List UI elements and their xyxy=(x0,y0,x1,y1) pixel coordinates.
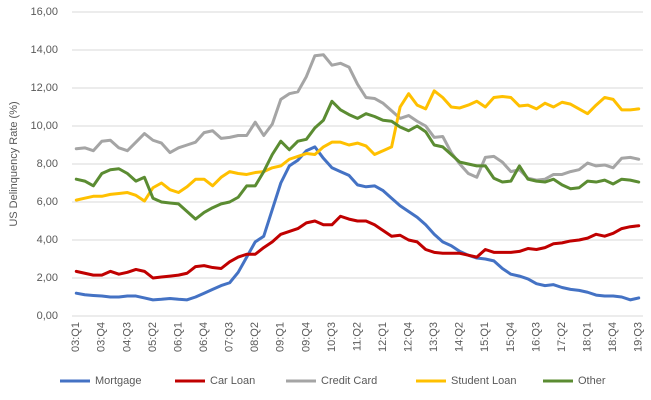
y-tick-label: 8,00 xyxy=(37,158,58,170)
x-tick-label: 18:Q1 xyxy=(582,322,594,352)
legend-label: Other xyxy=(578,375,606,387)
line-series xyxy=(74,99,641,221)
x-tick-label: 15:Q4 xyxy=(505,322,517,352)
x-tick-label: 08:Q2 xyxy=(249,322,261,352)
x-tick-label: 18:Q4 xyxy=(607,322,619,352)
y-tick-label: 12,00 xyxy=(30,82,58,94)
x-tick-label: 13:Q3 xyxy=(428,322,440,352)
y-tick-label: 0,00 xyxy=(37,310,58,322)
x-tick-label: 15:Q1 xyxy=(479,322,491,352)
legend-label: Mortgage xyxy=(95,375,141,387)
x-tick-label: 12:Q1 xyxy=(377,322,389,352)
x-tick-label: 12:Q4 xyxy=(403,322,415,352)
x-tick-label: 07:Q3 xyxy=(224,322,236,352)
x-tick-label: 14:Q2 xyxy=(454,322,466,352)
x-tick-label: 05:Q2 xyxy=(147,322,159,352)
line-series xyxy=(74,145,641,302)
line-series xyxy=(74,53,641,182)
legend-label: Student Loan xyxy=(451,375,516,387)
x-tick-label: 09:Q4 xyxy=(300,322,312,352)
x-tick-label: 06:Q4 xyxy=(198,322,210,352)
legend-label: Car Loan xyxy=(210,375,255,387)
x-tick-label: 06:Q1 xyxy=(172,322,184,352)
y-tick-label: 16,00 xyxy=(30,6,58,18)
x-tick-label: 03:Q4 xyxy=(96,322,108,352)
x-tick-label: 09:Q1 xyxy=(275,322,287,352)
x-tick-label: 04:Q3 xyxy=(121,322,133,352)
legend-label: Credit Card xyxy=(321,375,377,387)
x-tick-label: 17:Q2 xyxy=(556,322,568,352)
x-tick-label: 19:Q3 xyxy=(633,322,645,352)
y-axis-label: US Delinquency Rate (%) xyxy=(8,101,20,226)
x-tick-label: 16:Q3 xyxy=(530,322,542,352)
y-tick-label: 6,00 xyxy=(37,196,58,208)
line-series xyxy=(74,214,641,280)
y-tick-label: 2,00 xyxy=(37,272,58,284)
x-tick-label: 03:Q1 xyxy=(70,322,82,352)
line-series xyxy=(74,89,641,203)
y-tick-label: 4,00 xyxy=(37,234,58,246)
y-tick-label: 10,00 xyxy=(30,120,58,132)
y-tick-label: 14,00 xyxy=(30,44,58,56)
x-tick-label: 10:Q3 xyxy=(326,322,338,352)
x-tick-label: 11:Q2 xyxy=(351,322,363,351)
